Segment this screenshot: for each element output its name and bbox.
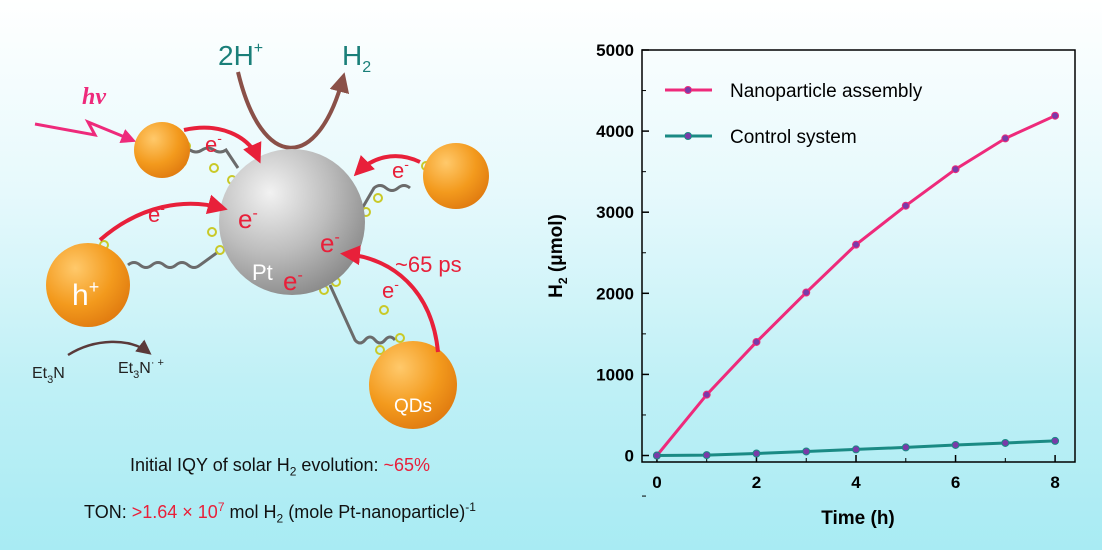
scheme: 2H+ H2 hν Pt e- e- xyxy=(32,40,489,429)
electron-label-4: e- xyxy=(382,276,399,303)
electron-label-1: e- xyxy=(205,130,222,157)
data-point xyxy=(1001,438,1010,447)
transfer-time-label: ~65 ps xyxy=(395,252,462,277)
plot-frame xyxy=(641,49,1076,463)
pt-nanoparticle xyxy=(219,149,365,295)
electron-label-2: e- xyxy=(148,200,165,227)
qd-left xyxy=(46,243,130,327)
data-point xyxy=(752,449,761,458)
data-point xyxy=(1051,436,1060,445)
x-tick-label: 4 xyxy=(851,473,861,492)
y-axis: 0 1000 2000 3000 4000 5000 xyxy=(596,41,649,497)
legend-label: Control system xyxy=(730,127,857,148)
data-point xyxy=(1001,134,1010,143)
data-point xyxy=(652,451,661,460)
data-point xyxy=(852,445,861,454)
legend: Nanoparticle assembly Control system xyxy=(665,81,923,148)
hole-label: h+ xyxy=(72,277,99,312)
iqy-caption: Initial IQY of solar H2 evolution: ~65% xyxy=(129,455,431,479)
qd-top-left xyxy=(134,122,190,178)
pt-electron-1: e- xyxy=(238,204,258,234)
data-point xyxy=(901,443,910,452)
data-point xyxy=(951,165,960,174)
y-tick-label: 4000 xyxy=(596,122,634,141)
x-axis-label: Time (h) xyxy=(821,508,895,529)
x-tick-label: 8 xyxy=(1050,473,1059,492)
oxidized-donor-label: Et3N· + xyxy=(118,357,164,381)
electron-label-3: e- xyxy=(392,156,409,183)
x-tick-label: 2 xyxy=(752,473,761,492)
x-tick-label: 6 xyxy=(951,473,960,492)
y-tick-label: 0 xyxy=(625,447,634,466)
y-tick-label: 5000 xyxy=(596,41,634,60)
data-point xyxy=(852,240,861,249)
ton-caption: TON: >1.64 × 107 mol H2 (mole Pt-nanopar… xyxy=(84,500,476,526)
pt-label: Pt xyxy=(252,260,273,285)
proton-reduction-arrow xyxy=(236,71,350,150)
electron-transfer-arrows xyxy=(98,125,440,353)
data-point xyxy=(951,440,960,449)
data-point xyxy=(802,288,811,297)
y-tick-label: 1000 xyxy=(596,365,634,384)
data-point xyxy=(702,451,711,460)
y-axis-label: H2 (μmol) xyxy=(546,214,570,298)
x-axis: 0 2 4 6 8 xyxy=(652,455,1060,492)
series-line xyxy=(655,114,1056,457)
data-point xyxy=(901,201,910,210)
y-tick-label: 3000 xyxy=(596,203,634,222)
donor-label: Et3N xyxy=(32,365,65,386)
qd-bottom xyxy=(369,341,457,429)
light-label: hν xyxy=(82,84,106,110)
legend-marker xyxy=(684,86,692,94)
data-point xyxy=(1051,111,1060,120)
qd-top-right xyxy=(423,143,489,209)
light-zigzag-arrow xyxy=(34,119,137,143)
proton-label: 2H+ xyxy=(218,40,263,71)
qd-label: QDs xyxy=(394,396,432,417)
data-series xyxy=(652,111,1060,460)
h2-evolution-chart: 0 1000 2000 3000 4000 5000 0 2 4 6 8 Nanoparticle… xyxy=(546,41,1076,529)
pt-electron-3: e- xyxy=(283,266,303,296)
hole-scavenging-arrow xyxy=(67,339,152,357)
linkers xyxy=(127,146,411,345)
legend-marker xyxy=(684,132,692,140)
data-point xyxy=(702,390,711,399)
x-tick-label: 0 xyxy=(652,473,661,492)
hydrogen-label: H2 xyxy=(342,40,371,76)
pt-electron-2: e- xyxy=(320,228,340,258)
legend-label: Nanoparticle assembly xyxy=(730,81,923,102)
data-point xyxy=(802,447,811,456)
y-tick-label: 2000 xyxy=(596,284,634,303)
data-point xyxy=(752,337,761,346)
